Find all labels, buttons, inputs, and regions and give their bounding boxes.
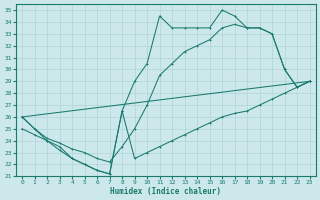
X-axis label: Humidex (Indice chaleur): Humidex (Indice chaleur)	[110, 187, 221, 196]
